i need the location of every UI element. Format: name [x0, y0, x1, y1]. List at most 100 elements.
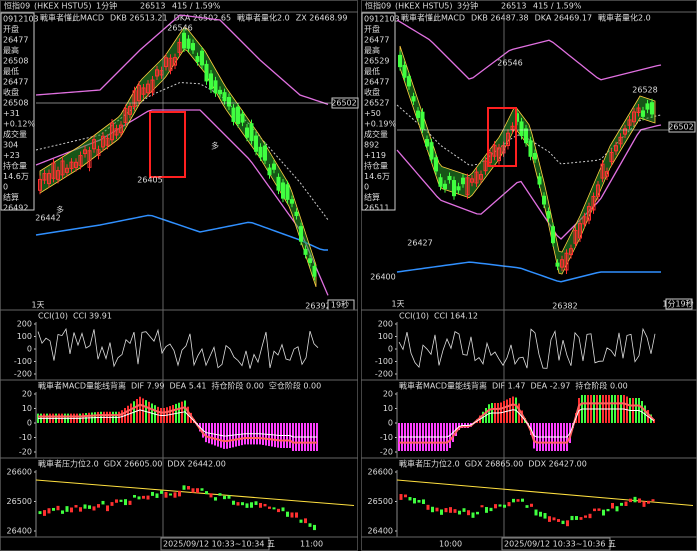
axis-label: -200 [14, 370, 32, 379]
mini-candle [579, 517, 583, 520]
mini-candle [259, 502, 262, 508]
period: 3分钟 [457, 1, 478, 11]
mini-candle [304, 518, 307, 524]
mini-candle [200, 488, 204, 491]
candle [83, 149, 87, 155]
candle [411, 96, 416, 102]
candle [524, 128, 528, 144]
candle [596, 184, 600, 197]
axis-label: 0 [388, 345, 393, 354]
axis-label: 26500 [368, 497, 393, 506]
mini-candle [426, 504, 430, 510]
candle [164, 57, 168, 68]
mini-candle [611, 502, 614, 509]
candle [182, 32, 186, 49]
mini-candle [299, 519, 303, 523]
change: 415 / 1.59% [533, 2, 582, 11]
mini-candle [227, 495, 231, 499]
chart-label: 26546 [497, 59, 522, 68]
candle [74, 161, 78, 169]
candle [452, 180, 456, 197]
legend-item: DKB 26487.38 [471, 14, 529, 23]
mini-candle [70, 507, 73, 513]
indicator-title: 戰車者压力位2.0 [399, 459, 460, 469]
candle [492, 144, 497, 157]
info-text: 开盘 [364, 24, 380, 34]
mini-candle [205, 491, 208, 495]
mini-candle [480, 505, 484, 508]
candle [285, 184, 290, 200]
info-text: 结算 [364, 192, 380, 202]
mini-candle [476, 511, 479, 515]
candle [92, 139, 96, 150]
mini-candle [241, 502, 244, 506]
candle [141, 87, 146, 95]
highlight-box [149, 111, 186, 178]
candle [591, 195, 596, 211]
candle [420, 111, 425, 130]
mini-candle [160, 490, 163, 494]
axis-label: 100 [378, 332, 393, 341]
axis-label: 200 [17, 320, 32, 329]
time-tag [501, 537, 611, 551]
mini-candle [597, 508, 601, 511]
blue-line [396, 261, 661, 283]
candle [119, 124, 123, 134]
candle [42, 173, 47, 181]
info-box [361, 12, 396, 211]
candle [551, 226, 555, 244]
candle [227, 96, 231, 107]
info-text: 26477 [364, 36, 389, 45]
candle [65, 167, 69, 173]
candle [560, 259, 564, 268]
candle [582, 216, 587, 225]
mini-candle [52, 507, 55, 511]
mini-candle [187, 486, 190, 490]
chart-label: 26528 [632, 86, 657, 95]
candle [38, 178, 42, 191]
panel: 恒指09 (HKEX HSTU5) 1分钟 26513 415 / 1.59% 戰車者懂此… [0, 0, 359, 551]
candle [87, 150, 92, 168]
axis-label: 26600 [7, 468, 32, 477]
candle [533, 152, 537, 160]
indicator-title: 戰車者压力位2.0 [38, 459, 99, 469]
mini-candle [214, 497, 217, 501]
candle [587, 206, 591, 221]
candle [456, 186, 461, 191]
upper-band [35, 14, 329, 105]
axis-label: 10 [22, 404, 32, 413]
candle [294, 211, 299, 217]
mini-candle [462, 508, 466, 512]
candle [578, 223, 582, 239]
indicator-value: DDX 26427.00 [528, 460, 587, 469]
mini-candle [272, 507, 276, 510]
candle [398, 54, 402, 68]
mini-candle [110, 502, 114, 506]
mini-candle [245, 503, 249, 508]
chart-label: 26546 [167, 24, 192, 33]
candle [605, 171, 609, 177]
candle [402, 64, 407, 78]
candle [627, 119, 632, 126]
candle [510, 125, 515, 130]
mini-candle [43, 510, 46, 516]
candle [600, 163, 605, 179]
candle [416, 110, 420, 118]
panel: 恒指09 (HKEX HSTU5) 3分钟 26513 415 / 1.59% 戰車者懂此… [361, 0, 697, 551]
candle [308, 258, 312, 263]
mini-candle [417, 499, 421, 503]
chart-label: 多 [56, 205, 64, 215]
candle [497, 147, 501, 162]
candle [501, 145, 506, 154]
mini-candle [494, 504, 497, 509]
upper-band [396, 19, 662, 81]
mini-candle [97, 504, 100, 508]
legend-item: ZX 26468.99 [296, 14, 348, 23]
candle [258, 146, 263, 158]
mini-candle [534, 509, 538, 516]
cloud [399, 45, 656, 275]
mini-candle [218, 493, 222, 496]
candle [434, 157, 438, 172]
info-text: 最高 [3, 45, 19, 55]
